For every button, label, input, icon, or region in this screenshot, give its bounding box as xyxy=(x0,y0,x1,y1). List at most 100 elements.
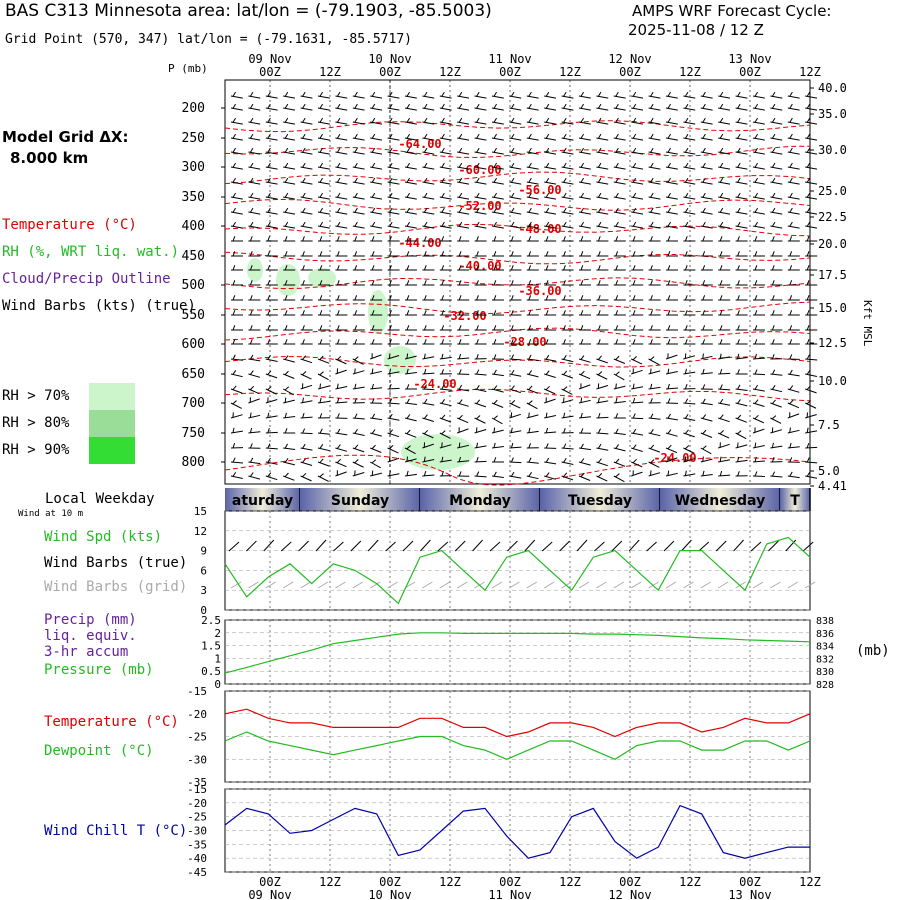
height-tick-label: 5.0 xyxy=(818,464,840,478)
date-label-bottom: 11 Nov xyxy=(488,888,531,900)
date-label-bottom: 09 Nov xyxy=(248,888,291,900)
date-label-top: 10 Nov xyxy=(368,52,411,66)
time-tick-label-bottom: 12Z xyxy=(679,875,701,889)
page-title: BAS C313 Minnesota area: lat/lon = (-79.… xyxy=(5,1,492,21)
height-tick-label: 17.5 xyxy=(818,268,847,282)
pressure-tick-label: 200 xyxy=(182,101,205,116)
height-axis-label: Kft MSL xyxy=(861,300,874,346)
time-tick-label-top: 00Z xyxy=(259,65,281,79)
height-tick-label: 10.0 xyxy=(818,374,847,388)
pressure-tick-label: 750 xyxy=(182,426,205,441)
wind-barb xyxy=(631,418,643,419)
legend-wind-barbs-true: Wind Barbs (true) xyxy=(44,555,187,571)
isotherm-label: -56.00 xyxy=(518,183,561,197)
wind-barb-flag xyxy=(372,369,373,374)
pressure-tick-label: 350 xyxy=(182,190,205,205)
height-tick-label: 4.41 xyxy=(818,479,847,493)
rh-shading-area xyxy=(384,346,416,374)
wind-barb-flag xyxy=(494,428,495,433)
rh-shading-area xyxy=(368,290,388,334)
temperature-panel-tick-label: -30 xyxy=(187,753,207,766)
height-tick-label: 25.0 xyxy=(818,184,847,198)
wind-panel-tick-label: 3 xyxy=(200,584,207,597)
isotherm-label: -64.00 xyxy=(398,137,441,151)
time-tick-label-top: 12Z xyxy=(799,65,821,79)
temperature-panel-tick-label: -20 xyxy=(187,708,207,721)
wind-barb-flag xyxy=(668,471,669,476)
pressure-tick-label: 250 xyxy=(182,131,205,146)
pressure-tick-label-right: 830 xyxy=(816,667,834,678)
wind-barb xyxy=(753,374,765,375)
precip-tick-label: 1 xyxy=(214,652,221,665)
forecast-cycle-value: 2025-11-08 / 12 Z xyxy=(628,21,764,39)
date-label-bottom: 13 Nov xyxy=(728,888,771,900)
precip-tick-label: 0.5 xyxy=(201,665,221,678)
pressure-tick-label: 400 xyxy=(182,219,205,234)
wind-barb-flag xyxy=(250,413,251,418)
legend-liq-equiv: liq. equiv. xyxy=(44,628,137,644)
windchill-panel-tick-label: -30 xyxy=(187,825,207,838)
pressure-tick-label: 300 xyxy=(182,160,205,175)
rh90-swatch xyxy=(89,437,135,464)
time-tick-label-bottom: 00Z xyxy=(259,875,281,889)
legend-wind-speed: Wind Spd (kts) xyxy=(44,529,162,545)
height-tick-label: 22.5 xyxy=(818,210,847,224)
wind-barb-flag xyxy=(529,413,530,418)
wind-barb-flag xyxy=(616,384,617,389)
wind-panel-tick-label: 15 xyxy=(194,505,207,518)
time-tick-label-top: 00Z xyxy=(379,65,401,79)
legend-3hr-accum: 3-hr accum xyxy=(44,644,128,660)
isotherm-label: -48.00 xyxy=(518,222,561,236)
pressure-tick-label-right: 836 xyxy=(816,629,834,640)
wind-barb-flag xyxy=(285,398,286,403)
isotherm-label: -36.00 xyxy=(518,284,561,298)
legend-precip: Precip (mm) xyxy=(44,612,137,628)
legend-dewpoint: Dewpoint (°C) xyxy=(44,743,154,759)
date-label-bottom: 10 Nov xyxy=(368,888,411,900)
time-tick-label-bottom: 00Z xyxy=(619,875,641,889)
time-tick-label-top: 12Z xyxy=(679,65,701,79)
time-tick-label-top: 12Z xyxy=(559,65,581,79)
weekday-label: Tuesday xyxy=(568,493,632,509)
temperature-panel-tick-label: -15 xyxy=(187,685,207,698)
legend-pressure: Pressure (mb) xyxy=(44,662,154,678)
rh80-swatch xyxy=(89,410,135,437)
date-label-top: 13 Nov xyxy=(728,52,771,66)
pressure-tick-label: 500 xyxy=(182,278,205,293)
pressure-tick-label: 600 xyxy=(182,337,205,352)
wind-panel-frame xyxy=(225,511,810,610)
weekday-label: aturday xyxy=(232,493,293,509)
wind-barb-flag xyxy=(407,457,408,462)
precip-tick-label: 2 xyxy=(214,627,221,640)
time-tick-label-top: 00Z xyxy=(739,65,761,79)
legend-rh80: RH > 80% xyxy=(2,415,69,431)
time-tick-label-top: 00Z xyxy=(619,65,641,79)
model-grid-label: Model Grid ΔX: xyxy=(2,128,129,146)
time-tick-label-bottom: 12Z xyxy=(799,875,821,889)
pressure-axis-label: P (mb) xyxy=(168,62,208,75)
wind-barb-flag xyxy=(320,384,321,389)
wind-barb xyxy=(422,389,434,390)
isotherm-label: -24.00 xyxy=(413,377,456,391)
height-tick-label: 35.0 xyxy=(818,107,847,121)
forecast-cycle-label: AMPS WRF Forecast Cycle: xyxy=(632,2,831,20)
weekday-label: Monday xyxy=(449,493,511,509)
pressure-tick-label-right: 838 xyxy=(816,616,834,627)
rh70-swatch xyxy=(89,383,135,410)
wind-barb-flag xyxy=(372,471,373,476)
isotherm-label: -44.00 xyxy=(398,236,441,250)
pressure-panel-frame xyxy=(225,620,810,684)
height-tick-label: 20.0 xyxy=(818,237,847,251)
time-tick-label-top: 12Z xyxy=(319,65,341,79)
isotherm-label: -24.00 xyxy=(653,451,696,465)
legend-temperature: Temperature (°C) xyxy=(2,217,137,233)
pressure-tick-label: 650 xyxy=(182,367,205,382)
rh-shading-area xyxy=(276,264,300,296)
grid-point-subtitle: Grid Point (570, 347) lat/lon = (-79.163… xyxy=(5,32,412,47)
date-label-top: 11 Nov xyxy=(488,52,531,66)
isotherm-label: -32.00 xyxy=(443,309,486,323)
time-tick-label-bottom: 12Z xyxy=(559,875,581,889)
legend-wind-barbs-grid: Wind Barbs (grid) xyxy=(44,579,187,595)
time-tick-label-top: 12Z xyxy=(439,65,461,79)
